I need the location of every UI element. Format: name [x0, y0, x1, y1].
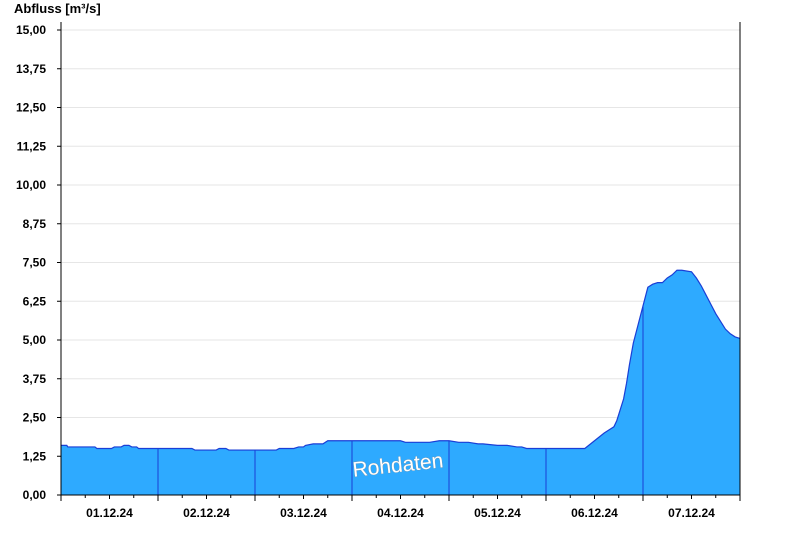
y-tick-label: 8,75: [23, 217, 47, 231]
x-tick-label: 06.12.24: [571, 506, 618, 520]
x-tick-label: 04.12.24: [377, 506, 424, 520]
y-tick-label: 6,25: [23, 294, 47, 308]
y-tick-label: 13,75: [16, 62, 46, 76]
y-tick-label: 12,50: [16, 101, 46, 115]
y-tick-label: 11,25: [17, 139, 47, 153]
x-tick-label: 03.12.24: [280, 506, 327, 520]
x-tick-label: 05.12.24: [474, 506, 521, 520]
discharge-area: [61, 270, 740, 495]
x-ticks: 01.12.24 02.12.24 03.12.24 04.12.24 05.12.24…: [60, 495, 741, 520]
x-tick-label: 01.12.24: [86, 506, 133, 520]
x-tick-label: 07.12.24: [668, 506, 715, 520]
y-tick-label: 15,00: [16, 23, 46, 37]
y-tick-label: 5,00: [23, 333, 47, 347]
y-tick-label: 10,00: [16, 178, 46, 192]
y-tick-label: 0,00: [23, 488, 47, 502]
y-tick-label: 2,50: [23, 411, 47, 425]
y-tick-label: 1,25: [23, 449, 47, 463]
y-tick-label: 3,75: [23, 372, 47, 386]
day-dividers: [157, 305, 644, 495]
y-ticks: 0,00 1,25 2,50 3,75 5,00 6,25 7,50 8,75 10,00 11,…: [16, 23, 61, 502]
x-tick-label: 02.12.24: [183, 506, 230, 520]
y-tick-label: 7,50: [23, 256, 47, 270]
y-axis-title: Abfluss [m³/s]: [14, 1, 101, 16]
